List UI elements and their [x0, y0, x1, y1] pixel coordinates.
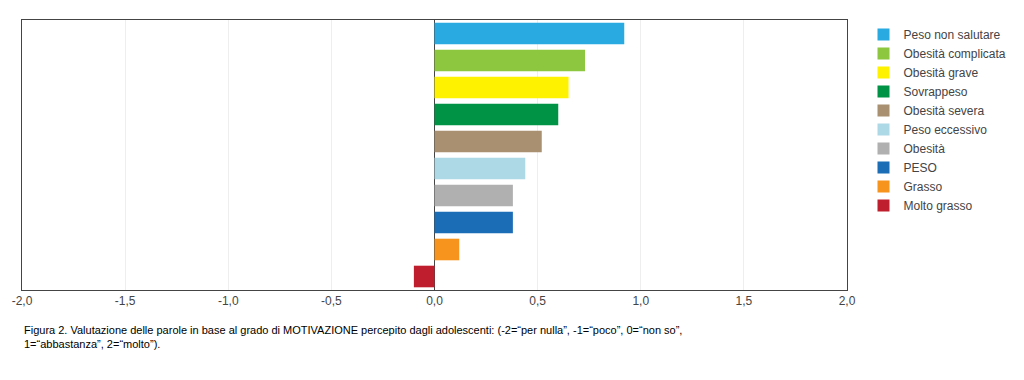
svg-text:1,0: 1,0: [632, 294, 649, 308]
svg-text:Molto grasso: Molto grasso: [904, 199, 973, 213]
svg-text:Obesità grave: Obesità grave: [904, 66, 979, 80]
svg-text:Figura 2. Valutazione delle pa: Figura 2. Valutazione delle parole in ba…: [24, 324, 682, 350]
svg-text:Peso eccessivo: Peso eccessivo: [904, 123, 988, 137]
svg-text:Obesità severa: Obesità severa: [904, 104, 985, 118]
svg-text:2,0: 2,0: [839, 294, 856, 308]
svg-text:1,5: 1,5: [736, 294, 753, 308]
svg-text:-1,0: -1,0: [218, 294, 239, 308]
svg-text:0,0: 0,0: [426, 294, 443, 308]
svg-text:Obesità complicata: Obesità complicata: [904, 47, 1006, 61]
svg-text:Obesità: Obesità: [904, 142, 946, 156]
svg-text:PESO: PESO: [904, 161, 937, 175]
svg-text:-2,0: -2,0: [12, 294, 33, 308]
svg-text:-0,5: -0,5: [321, 294, 342, 308]
svg-text:Grasso: Grasso: [904, 180, 943, 194]
svg-text:Peso non salutare: Peso non salutare: [904, 28, 1001, 42]
svg-text:0,5: 0,5: [529, 294, 546, 308]
svg-text:-1,5: -1,5: [115, 294, 136, 308]
svg-text:Sovrappeso: Sovrappeso: [904, 85, 968, 99]
